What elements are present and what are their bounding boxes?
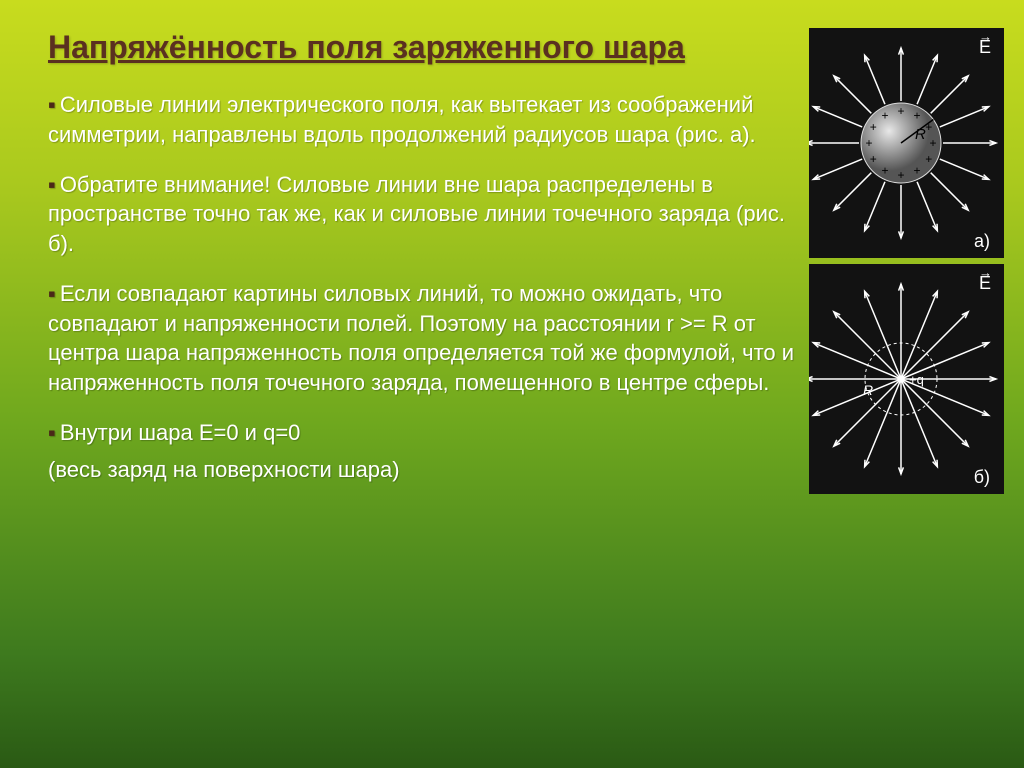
figure-a-panel: →E ++++++++++++R а) xyxy=(809,28,1004,258)
bullet-icon: ▪ xyxy=(48,420,56,445)
svg-text:+q: +q xyxy=(909,372,924,387)
vector-e-label-b: →E xyxy=(979,270,992,294)
figure-b-svg: +q R xyxy=(809,274,1004,484)
content-column: Напряжённость поля заряженного шара ▪Сил… xyxy=(48,28,809,744)
paragraph-1: ▪Силовые линии электрического поля, как … xyxy=(48,90,799,149)
figure-b-label: б) xyxy=(974,467,990,488)
paragraph-4-text: Внутри шара Е=0 и q=0 xyxy=(60,420,301,445)
vector-e-label-a: →E xyxy=(979,34,992,58)
svg-text:+: + xyxy=(870,120,877,134)
paragraph-2-attention: Обратите внимание! xyxy=(60,172,271,197)
svg-text:R: R xyxy=(915,126,926,143)
paragraph-3: ▪Если совпадают картины силовых линий, т… xyxy=(48,279,799,398)
svg-text:+: + xyxy=(897,168,904,182)
bullet-icon: ▪ xyxy=(48,172,56,197)
bullet-icon: ▪ xyxy=(48,281,56,306)
svg-text:+: + xyxy=(881,164,888,178)
footer-text: (весь заряд на поверхности шара) xyxy=(48,457,400,482)
paragraph-3-text: Если совпадают картины силовых линий, то… xyxy=(48,281,794,395)
paragraph-2: ▪Обратите внимание! Силовые линии вне ша… xyxy=(48,170,799,259)
figure-b-panel: →E +q R б) xyxy=(809,264,1004,494)
svg-text:+: + xyxy=(913,164,920,178)
slide-root: Напряжённость поля заряженного шара ▪Сил… xyxy=(0,0,1024,768)
slide-title: Напряжённость поля заряженного шара xyxy=(48,28,799,66)
svg-text:+: + xyxy=(925,152,932,166)
figure-a-svg: ++++++++++++R xyxy=(809,38,1004,248)
paragraph-4: ▪Внутри шара Е=0 и q=0 xyxy=(48,418,799,448)
paragraph-1-text: Силовые линии электрического поля, как в… xyxy=(48,92,756,147)
footer-line: (весь заряд на поверхности шара) xyxy=(48,455,799,485)
svg-text:+: + xyxy=(865,136,872,150)
bullet-icon: ▪ xyxy=(48,92,56,117)
svg-text:+: + xyxy=(913,108,920,122)
svg-text:R: R xyxy=(863,382,873,398)
svg-text:+: + xyxy=(929,136,936,150)
svg-text:+: + xyxy=(881,108,888,122)
svg-text:+: + xyxy=(897,104,904,118)
figure-a-label: а) xyxy=(974,231,990,252)
svg-text:+: + xyxy=(870,152,877,166)
figures-column: →E ++++++++++++R а) →E +qR б) xyxy=(809,28,1004,744)
